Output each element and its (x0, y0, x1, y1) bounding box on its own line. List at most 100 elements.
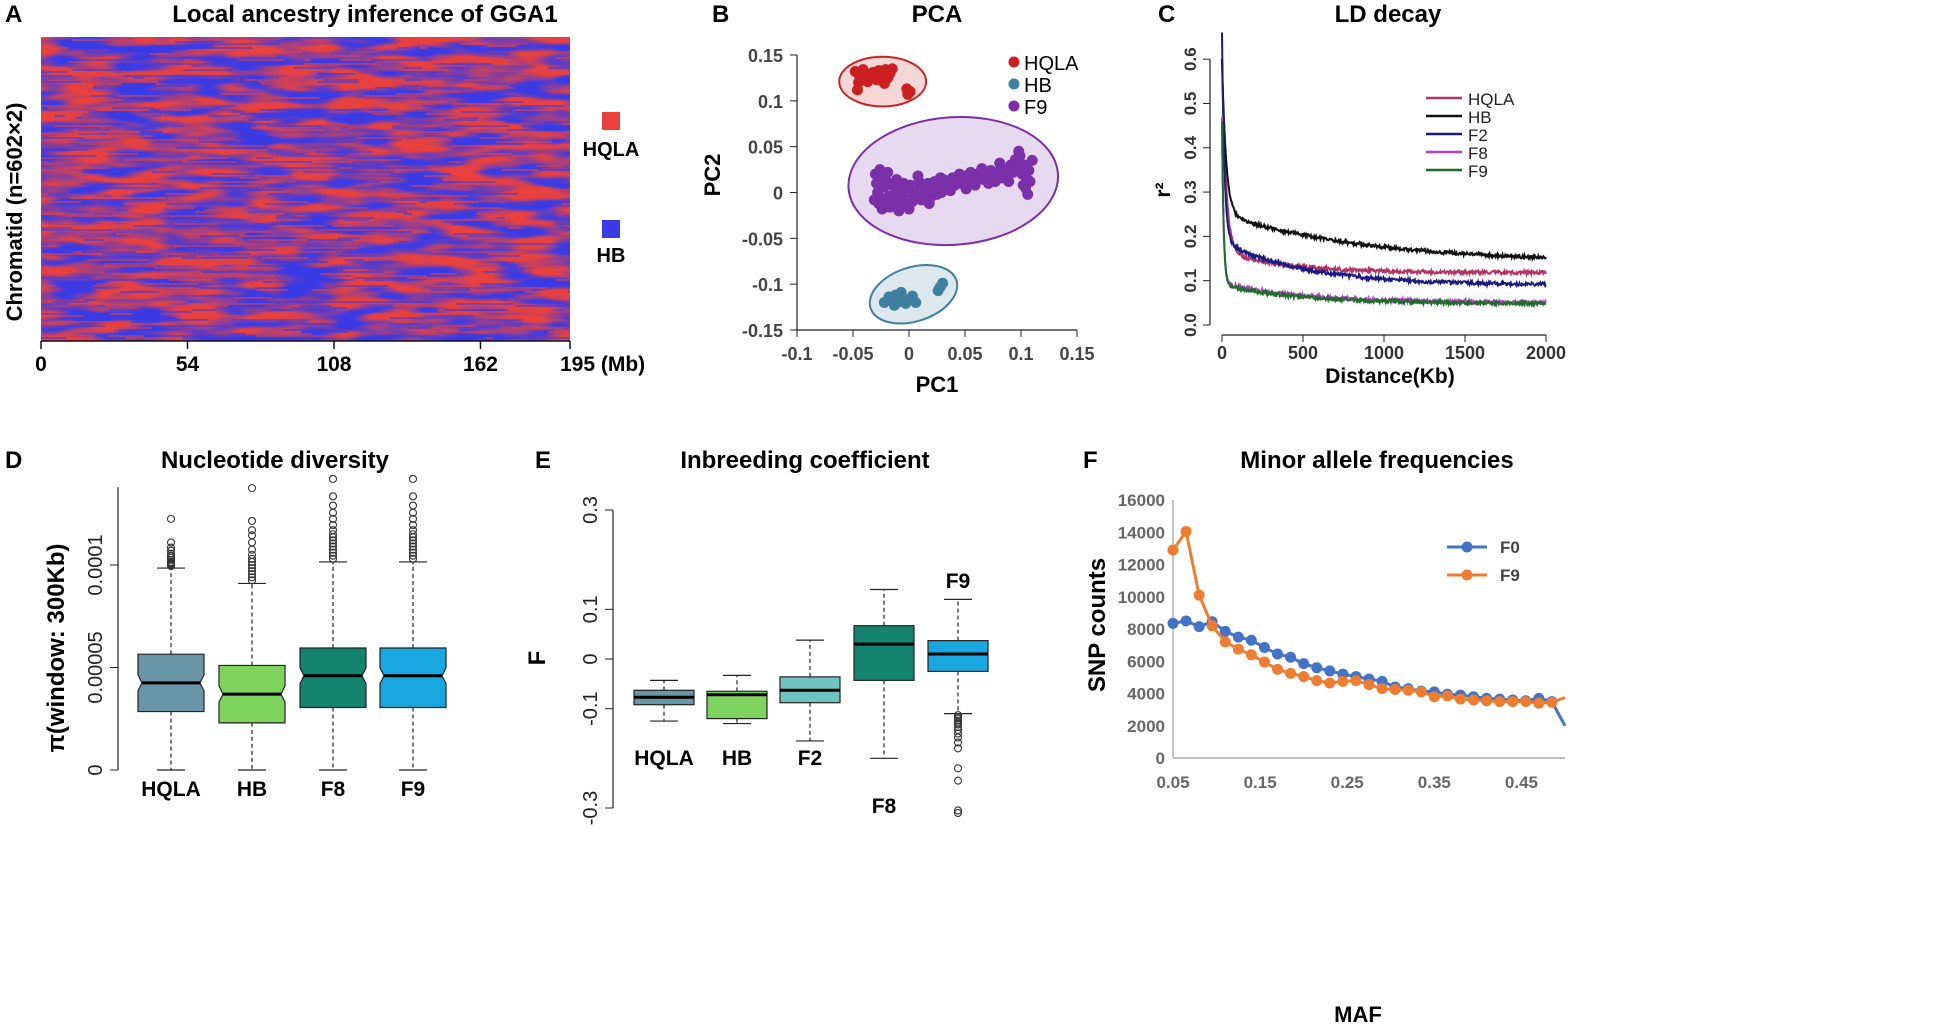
outlier-f9 (408, 526, 418, 535)
heatmap-segment (507, 201, 570, 203)
heatmap-segment (448, 161, 462, 163)
outlier-hqla (166, 514, 176, 523)
heatmap-segment (191, 311, 216, 313)
heatmap-segment (443, 119, 477, 121)
heatmap-segment (76, 117, 84, 119)
maf-point-f9 (1546, 696, 1558, 708)
outlier-f8 (328, 514, 338, 523)
chart-b-axes: -0.1 -0.05 0 0.05 0.1 0.15 0.15 0.1 0.05 0 -0.05 -0… (742, 46, 1095, 364)
heatmap-segment (168, 47, 189, 49)
heatmap-segment (453, 103, 492, 105)
heatmap-segment (507, 227, 523, 229)
heatmap-segment (77, 129, 110, 131)
heatmap-segment (54, 111, 90, 113)
heatmap-segment (303, 63, 327, 65)
heatmap-segment (107, 335, 145, 337)
heatmap-segment (409, 259, 430, 261)
maf-point-f9 (1454, 693, 1466, 705)
outlier-hb (247, 560, 257, 570)
heatmap-segment (216, 315, 240, 317)
heatmap-segment (149, 109, 160, 111)
heatmap-segment (41, 313, 69, 315)
heatmap-segment (485, 319, 522, 321)
chart-c-title: LD decay (1335, 1, 1442, 28)
chart-f-xtick-label: 0.15 (1244, 773, 1277, 792)
heatmap-segment (98, 271, 106, 273)
heatmap-segment (429, 335, 439, 337)
heatmap-segment (433, 191, 476, 193)
heatmap-segment (276, 215, 296, 217)
chart-f-ytick-label: 16000 (1118, 491, 1165, 510)
heatmap-segment (269, 63, 304, 65)
maf-point-f0 (1180, 615, 1192, 627)
outlier-f8 (328, 545, 338, 554)
chart-d-title: Nucleotide diversity (161, 447, 390, 474)
heatmap-segment (311, 323, 335, 325)
chart-c-ytick-label: 0.2 (1181, 225, 1200, 249)
heatmap-segment (76, 59, 138, 61)
chart-a-xtick-label: 54 (176, 353, 200, 376)
heatmap-segment (104, 131, 140, 133)
heatmap-segment (404, 53, 436, 55)
chart-c-xtick-label: 0 (1217, 343, 1227, 363)
heatmap-segment (54, 115, 65, 117)
maf-point-f0 (1272, 648, 1284, 660)
heatmap-segment (271, 223, 298, 225)
box-ytick-label: 0.3 (580, 496, 602, 524)
panel-letter-e: E (535, 447, 551, 474)
heatmap-segment (215, 123, 281, 125)
heatmap-segment (163, 293, 203, 295)
heatmap-segment (213, 211, 249, 213)
box-label-f8: F8 (321, 778, 346, 801)
heatmap-segment (505, 99, 523, 101)
outlier-f8 (328, 554, 338, 563)
heatmap-segment (420, 47, 428, 49)
heatmap-segment (137, 193, 165, 195)
chart-b-ytick-label: -0.15 (742, 321, 783, 341)
heatmap-segment (556, 303, 570, 305)
heatmap-segment (496, 217, 505, 219)
heatmap-segment (496, 141, 552, 143)
heatmap-segment (336, 255, 383, 257)
heatmap-segment (543, 121, 570, 123)
heatmap-segment (321, 271, 376, 273)
heatmap-segment (449, 163, 465, 165)
heatmap-segment (536, 165, 563, 167)
heatmap-segment (567, 249, 570, 251)
heatmap-segment (463, 79, 489, 81)
heatmap-segment (317, 171, 329, 173)
outlier-f9 (953, 729, 963, 738)
outlier-f8 (328, 542, 338, 551)
chart-f-ytick-label: 0 (1156, 749, 1165, 768)
heatmap-segment (565, 57, 570, 59)
heatmap-segment (68, 61, 93, 63)
point-hb (910, 297, 922, 308)
legend-dot-f9 (1008, 100, 1020, 112)
chart-e-axes: 0.3 0.1 0 -0.1 -0.3 (580, 496, 614, 825)
heatmap-segment (374, 203, 416, 205)
heatmap-segment (408, 327, 430, 329)
chart-b-xtick-label: 0.05 (947, 344, 982, 364)
heatmap-segment (54, 167, 110, 169)
heatmap-segment (361, 257, 421, 259)
heatmap-segment (221, 173, 258, 175)
heatmap-segment (248, 119, 271, 121)
heatmap-segment (101, 319, 112, 321)
heatmap-segment (41, 215, 58, 217)
heatmap-segment (398, 241, 458, 243)
chart-b-points (849, 63, 1038, 311)
outlier-f8 (328, 492, 338, 501)
heatmap-segment (108, 83, 122, 85)
heatmap-segment (456, 303, 514, 305)
heatmap-segment (155, 83, 162, 85)
outlier-f9 (408, 520, 418, 530)
heatmap-segment (491, 103, 502, 105)
heatmap-segment (566, 135, 570, 137)
heatmap-segment (218, 153, 231, 155)
heatmap-segment (325, 217, 374, 219)
heatmap-segment (419, 201, 427, 203)
outlier-f9 (953, 738, 963, 747)
heatmap-segment (97, 109, 150, 111)
heatmap-segment (250, 223, 272, 225)
chart-e-ylabel: F (524, 651, 551, 666)
